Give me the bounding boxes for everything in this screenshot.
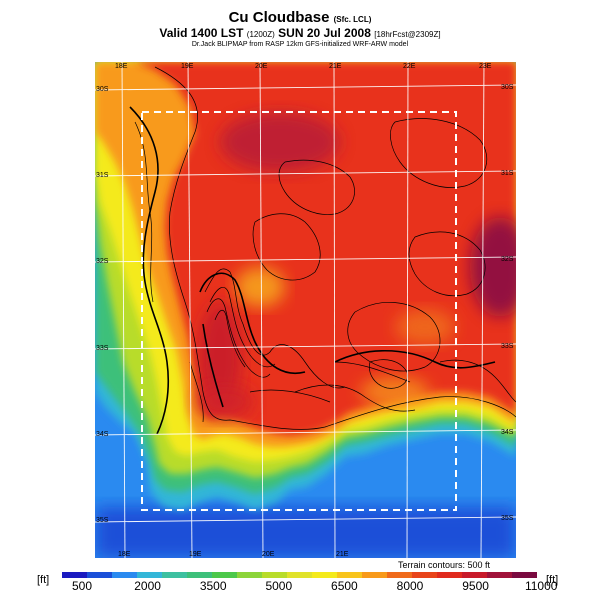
colorbar-swatch xyxy=(462,572,488,578)
right-lat-label: 33S xyxy=(501,343,514,350)
colorbar-swatch xyxy=(187,572,213,578)
valid-line: Valid 1400 LST xyxy=(159,26,244,40)
left-lat-label: 31S xyxy=(96,172,109,179)
valid-time-line: Valid 1400 LST (1200Z) SUN 20 Jul 2008 [… xyxy=(0,26,600,40)
right-lat-label: 31S xyxy=(501,170,514,177)
colorbar-tick-label: 3500 xyxy=(199,579,227,593)
title-text: Cu Cloudbase xyxy=(228,9,330,26)
bottom-lon-label: 21E xyxy=(336,551,349,558)
forecast-info: [18hrFcst@2309Z] xyxy=(374,30,441,39)
colorbar-tick-label: 9500 xyxy=(462,579,489,593)
left-lat-label: 32S xyxy=(96,258,109,265)
colorbar-swatch xyxy=(437,572,463,578)
left-lat-label: 34S xyxy=(96,431,109,438)
left-lat-label: 35S xyxy=(96,517,109,524)
right-lat-label: 34S xyxy=(501,429,514,436)
colorbar-swatch xyxy=(262,572,288,578)
grid-labels: 18E 19E 20E 21E 22E 23E 18E 19E 20E 21E … xyxy=(96,63,514,558)
left-lat-label: 30S xyxy=(96,86,109,93)
model-credit: Dr.Jack BLIPMAP from RASP 12km GFS-initi… xyxy=(191,41,409,48)
colorbar-swatch xyxy=(362,572,388,578)
colorbar-swatch xyxy=(387,572,413,578)
colorbar-swatch xyxy=(87,572,113,578)
colorbar-swatch xyxy=(162,572,188,578)
colorbar xyxy=(62,572,537,578)
right-lat-label: 35S xyxy=(501,515,514,522)
colorbar-tick-label: 5000 xyxy=(265,579,293,593)
bottom-lon-label: 18E xyxy=(118,551,131,558)
right-lat-label: 32S xyxy=(501,256,514,263)
valid-date: SUN 20 Jul 2008 xyxy=(278,26,371,40)
bottom-lon-label: 19E xyxy=(189,551,202,558)
colorbar-swatch xyxy=(287,572,313,578)
deep-red-east xyxy=(470,217,516,317)
bottom-lon-label: 20E xyxy=(262,551,275,558)
top-lon-label: 23E xyxy=(479,63,492,70)
inner-domain-window xyxy=(141,111,457,511)
colorbar-tick-label: 2000 xyxy=(134,579,161,593)
colorbar-swatch xyxy=(412,572,438,578)
deep-red-north xyxy=(220,112,340,172)
left-lat-label: 33S xyxy=(96,345,109,352)
colorbar-unit-left: [ft] xyxy=(37,574,50,586)
colorbar-tick-label: 11000 xyxy=(524,579,558,593)
orange-patch-south xyxy=(360,377,430,407)
top-lon-label: 21E xyxy=(329,63,342,70)
terrain-contour-note: Terrain contours: 500 ft xyxy=(398,560,491,570)
colorbar-tick-label: 6500 xyxy=(331,579,358,593)
orange-bay-north xyxy=(235,267,285,307)
lat-lon-grid xyxy=(95,62,516,558)
colorbar-swatch xyxy=(112,572,138,578)
valid-utc: (1200Z) xyxy=(246,30,275,39)
red-southwest xyxy=(195,384,255,420)
top-lon-label: 20E xyxy=(255,63,268,70)
colorbar-swatch xyxy=(212,572,238,578)
cloudbase-map: 18E 19E 20E 21E 22E 23E 18E 19E 20E 21E … xyxy=(95,62,516,558)
colorbar-tick-label: 500 xyxy=(71,579,93,593)
colorbar-swatch xyxy=(312,572,338,578)
colorbar-unit-right: [ft] xyxy=(546,574,559,586)
top-lon-label: 19E xyxy=(181,63,194,70)
orange-patch-east xyxy=(395,309,455,345)
colorbar-swatch xyxy=(62,572,88,578)
colorbar-swatch xyxy=(512,572,537,578)
right-lat-label: 30S xyxy=(501,84,514,91)
colorbar-tick-label: 8000 xyxy=(396,579,424,593)
top-lon-label: 22E xyxy=(403,63,416,70)
colorbar-swatch xyxy=(137,572,163,578)
terrain-contours-bold xyxy=(129,106,496,435)
map-title: Cu Cloudbase (Sfc. LCL) xyxy=(0,9,600,26)
top-lon-label: 18E xyxy=(115,63,128,70)
deep-ocean-band xyxy=(95,507,516,558)
colorbar-swatch xyxy=(237,572,263,578)
colorbar-swatch xyxy=(337,572,363,578)
title-qualifier: (Sfc. LCL) xyxy=(333,15,372,24)
colorbar-swatch xyxy=(487,572,513,578)
